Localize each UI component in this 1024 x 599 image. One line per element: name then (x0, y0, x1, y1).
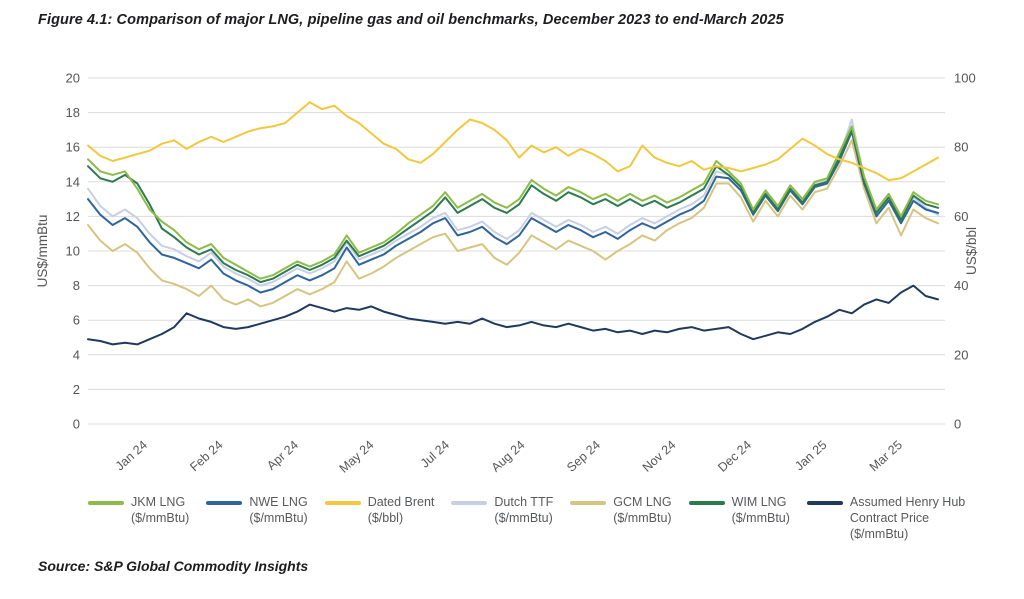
legend-item: NWE LNG ($/mmBtu) (206, 494, 308, 526)
y-left-tick-label: 18 (66, 105, 80, 120)
legend-label: WIM LNG ($/mmBtu) (732, 494, 790, 526)
y-left-tick-label: 0 (73, 417, 80, 432)
y-right-tick-label: 100 (954, 71, 976, 86)
legend-series-name: Dutch TTF (494, 495, 554, 509)
legend-item: Dutch TTF ($/mmBtu) (451, 494, 553, 526)
legend-series-unit: ($/bbl) (367, 511, 404, 525)
x-tick-label: Sep 24 (564, 438, 603, 475)
legend-series-name: JKM LNG (131, 495, 186, 509)
series-line-dutch-ttf (87, 118, 939, 287)
source-note: Source: S&P Global Commodity Insights (38, 558, 309, 574)
legend-label: JKM LNG ($/mmBtu) (131, 494, 189, 526)
y-left-tick-label: 20 (66, 71, 80, 86)
legend-line-swatch (570, 501, 607, 505)
legend-line-swatch (324, 501, 361, 505)
y-left-tick-label: 14 (66, 174, 80, 189)
legend-series-name: Assumed Henry Hub Contract Price (849, 495, 966, 525)
series-line-assumed-henry-hub-contract-price (87, 284, 939, 346)
y-right-tick-label: 80 (954, 140, 968, 155)
y-left-tick-label: 12 (66, 209, 80, 224)
legend-label: Dutch TTF ($/mmBtu) (494, 494, 553, 526)
legend-series-unit: ($/mmBtu) (613, 511, 672, 525)
x-tick-label: Feb 24 (187, 438, 225, 474)
y-right-tick-label: 20 (954, 347, 968, 362)
legend-line-swatch (806, 501, 843, 505)
legend-series-unit: ($/mmBtu) (131, 511, 190, 525)
y-right-tick-label: 0 (954, 417, 961, 432)
legend-series-name: NWE LNG (249, 495, 308, 509)
legend-item: WIM LNG ($/mmBtu) (688, 494, 790, 526)
y-left-axis-title: US$/mmBtu (35, 215, 50, 288)
legend-series-unit: ($/mmBtu) (494, 511, 553, 525)
figure-title: Figure 4.1: Comparison of major LNG, pip… (38, 12, 784, 28)
legend-series-name: GCM LNG (613, 495, 672, 509)
benchmark-line-chart: 0 2 4 6 8 10 12 14 16 18 20 0 20 40 60 80 100 US$/mmBtu US… (35, 71, 979, 476)
legend-item: Dated Brent ($/bbl) (324, 494, 435, 526)
legend-series-unit: ($/mmBtu) (849, 527, 909, 541)
series-line-wim-lng (87, 128, 939, 284)
y-left-tick-label: 16 (66, 140, 80, 155)
x-tick-label: Aug 24 (489, 438, 528, 475)
x-tick-label: Apr 24 (264, 438, 301, 473)
legend-series-unit: ($/mmBtu) (731, 511, 790, 525)
legend-item: Assumed Henry Hub Contract Price ($/mmBtu… (806, 494, 968, 542)
legend-line-swatch (88, 501, 124, 505)
y-left-tick-label: 10 (66, 244, 80, 259)
x-tick-label: Mar 25 (867, 438, 905, 474)
series-line-dated-brent (87, 101, 939, 182)
legend-label: GCM LNG ($/mmBtu) (613, 494, 671, 526)
x-tick-label: Jan 24 (113, 438, 150, 474)
y-left-tick-label: 6 (73, 313, 80, 328)
legend-series-name: WIM LNG (731, 495, 787, 509)
legend-line-swatch (688, 501, 725, 505)
y-right-tick-label: 60 (954, 209, 968, 224)
x-tick-label: Jul 24 (418, 438, 452, 471)
x-tick-label: Dec 24 (715, 438, 754, 475)
legend-label: Dated Brent ($/bbl) (368, 494, 435, 526)
y-left-tick-label: 8 (73, 278, 80, 293)
legend-series-name: Dated Brent (367, 495, 435, 509)
legend-series-unit: ($/mmBtu) (249, 511, 308, 525)
legend-item: GCM LNG ($/mmBtu) (570, 494, 672, 526)
legend-item: JKM LNG ($/mmBtu) (88, 494, 189, 526)
x-tick-label: Nov 24 (640, 438, 679, 475)
y-left-tick-label: 4 (73, 347, 80, 362)
x-tick-label: Jan 25 (792, 438, 829, 474)
x-tick-label: May 24 (337, 438, 377, 476)
series-line-jkm-lng (87, 125, 939, 280)
legend-line-swatch (206, 501, 243, 505)
y-left-tick-label: 2 (73, 382, 80, 397)
chart-legend: JKM LNG ($/mmBtu) NWE LNG ($/mmBtu) Dated Br… (88, 494, 968, 542)
legend-label: NWE LNG ($/mmBtu) (249, 494, 307, 526)
series-line-nwe-lng (87, 130, 939, 294)
y-right-axis-title: US$/bbl (964, 227, 979, 275)
legend-line-swatch (451, 501, 488, 505)
series-line-gcm-lng (87, 139, 939, 308)
y-right-tick-label: 40 (954, 278, 968, 293)
legend-label: Assumed Henry Hub Contract Price ($/mmBtu… (850, 494, 968, 542)
